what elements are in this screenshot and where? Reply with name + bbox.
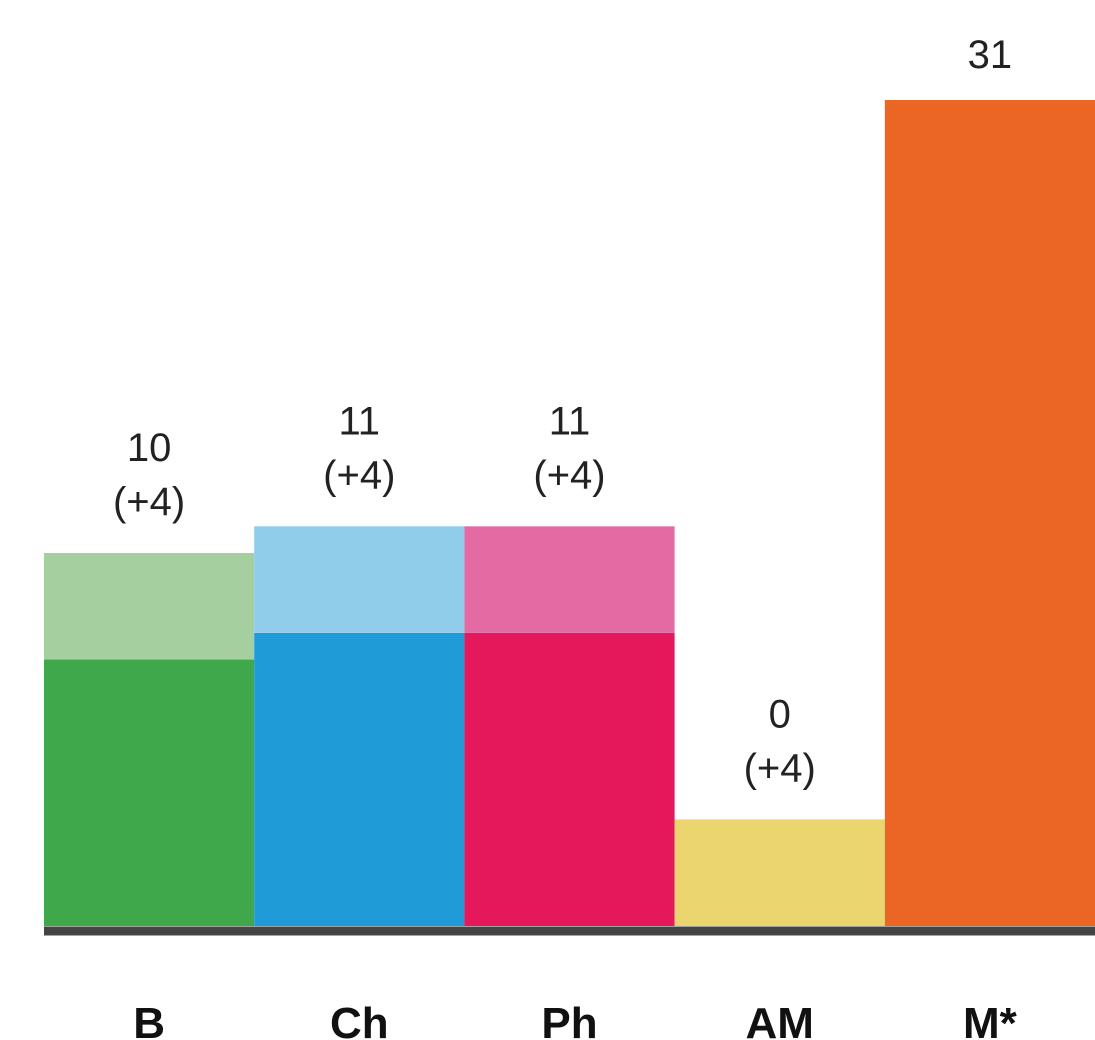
data-label-value: 31 [968,33,1013,77]
bar-ch-segment-1 [254,632,465,926]
data-label-value: 11 [549,399,591,443]
data-label-value: 0 [769,692,791,736]
data-label-value: 11 [339,399,381,443]
x-tick-label: B [133,999,165,1040]
data-label-value: 10 [127,426,172,470]
bar-m-segment-1 [884,100,1095,926]
bar-b-segment-2 [44,552,255,660]
bar-am-segment-2 [674,819,885,926]
data-label-extra: (+4) [323,453,395,497]
data-labels-group: (+4) 10 (+4) 11 (+4) 11 (+4) 0 31 [113,33,1012,790]
category-labels-group: B Ch Ph AM M* [133,999,1017,1040]
data-label-extra: (+4) [744,746,816,790]
x-tick-label: AM [745,999,813,1040]
x-tick-label: M* [963,999,1018,1040]
bar-ch-segment-2 [254,526,465,633]
bars-group [44,100,1095,926]
data-label-extra: (+4) [113,480,185,524]
data-label-extra: (+4) [533,453,605,497]
x-tick-label: Ch [330,999,389,1040]
bar-ph-segment-2 [464,526,675,633]
bar-b-segment-1 [44,659,255,926]
bar-ph-segment-1 [464,632,675,926]
x-tick-label: Ph [541,999,597,1040]
